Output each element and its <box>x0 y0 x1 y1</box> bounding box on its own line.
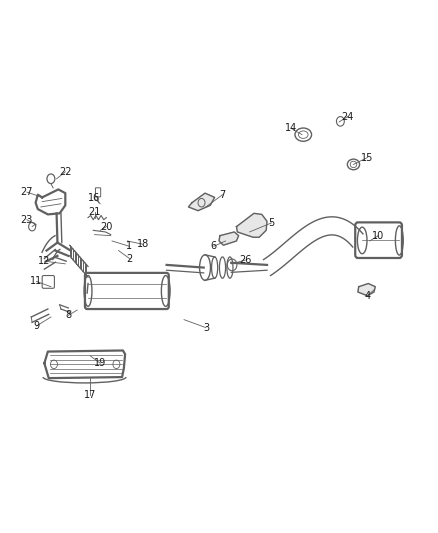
Text: 3: 3 <box>203 322 209 333</box>
Text: 11: 11 <box>30 277 42 286</box>
Text: 18: 18 <box>137 239 149 249</box>
Text: 14: 14 <box>285 123 297 133</box>
Text: 19: 19 <box>94 358 106 368</box>
Polygon shape <box>188 193 215 211</box>
Text: 7: 7 <box>219 190 226 200</box>
Text: 1: 1 <box>127 241 133 251</box>
Text: 24: 24 <box>342 111 354 122</box>
Text: 10: 10 <box>372 231 385 241</box>
Polygon shape <box>237 213 267 237</box>
Polygon shape <box>219 232 239 245</box>
Text: 8: 8 <box>65 310 71 320</box>
Text: 4: 4 <box>364 290 371 301</box>
Text: 23: 23 <box>21 215 33 225</box>
Text: 16: 16 <box>88 193 101 204</box>
Text: 5: 5 <box>268 218 275 228</box>
Text: 6: 6 <box>211 241 217 251</box>
Text: 17: 17 <box>84 390 96 400</box>
Text: 9: 9 <box>33 321 39 331</box>
Text: 15: 15 <box>361 152 374 163</box>
Text: 2: 2 <box>127 254 133 263</box>
Text: 12: 12 <box>38 256 50 266</box>
Text: 21: 21 <box>88 207 101 217</box>
Text: 26: 26 <box>239 255 251 265</box>
Polygon shape <box>358 284 375 296</box>
Text: 27: 27 <box>21 187 33 197</box>
Text: 20: 20 <box>100 222 113 232</box>
Text: 22: 22 <box>59 167 71 177</box>
